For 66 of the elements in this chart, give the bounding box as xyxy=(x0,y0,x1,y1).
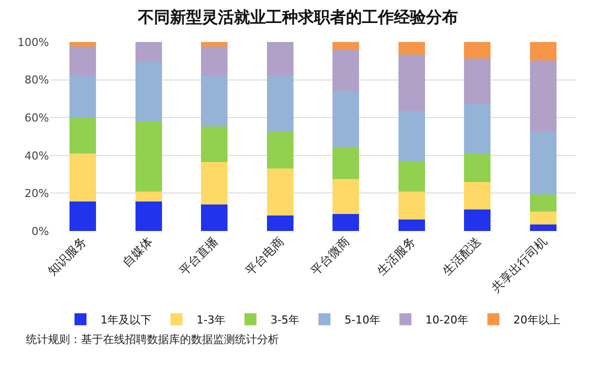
bar xyxy=(70,153,96,202)
x-tick-label: 自媒体 xyxy=(120,234,155,270)
bar xyxy=(201,42,228,47)
y-tick-label: 100% xyxy=(18,36,49,49)
bar xyxy=(201,204,228,231)
bar xyxy=(135,61,162,122)
bar xyxy=(530,42,556,60)
bar xyxy=(266,168,294,216)
bar xyxy=(530,224,556,231)
chart-title: 不同新型灵活就业工种求职者的工作经验分布 xyxy=(137,8,458,27)
bar xyxy=(332,42,360,50)
bar xyxy=(464,42,491,58)
y-tick-label: 60% xyxy=(24,111,49,124)
bar xyxy=(464,104,491,154)
bar xyxy=(464,210,491,231)
bar xyxy=(201,46,228,76)
bar xyxy=(464,58,491,104)
bar xyxy=(398,111,425,162)
bar xyxy=(464,154,491,182)
bar xyxy=(398,191,425,220)
bar xyxy=(135,191,162,202)
bar xyxy=(266,216,294,231)
bar xyxy=(332,147,360,180)
bar xyxy=(332,214,360,231)
legend-label: 3-5年 xyxy=(270,314,300,326)
bar xyxy=(332,50,360,91)
bar xyxy=(332,179,360,214)
y-tick-label: 20% xyxy=(24,187,49,200)
bar xyxy=(135,42,162,62)
bar xyxy=(201,75,228,126)
legend-label: 20年以上 xyxy=(513,314,560,326)
legend-label: 5-10年 xyxy=(344,314,380,326)
y-tick-label: 80% xyxy=(24,74,49,87)
bar xyxy=(332,90,360,148)
bar xyxy=(464,182,491,210)
bar xyxy=(70,202,96,231)
legend-label: 1年及以下 xyxy=(100,314,152,326)
bar xyxy=(70,46,96,76)
legend-label: 10-20年 xyxy=(425,314,468,326)
bar xyxy=(530,132,556,195)
bar xyxy=(135,202,162,231)
legend-label: 1-3年 xyxy=(196,314,226,326)
x-tick-label: 共享出行司机 xyxy=(488,234,550,296)
x-tick-label: 生活配送 xyxy=(440,234,484,278)
text: 统计规则：基于在线招聘数据库的数据监测统计分析 xyxy=(26,333,279,346)
bar xyxy=(398,161,425,192)
bar xyxy=(70,42,96,47)
bar xyxy=(266,132,294,168)
bar xyxy=(398,42,425,55)
x-tick-label: 平台直播 xyxy=(176,234,221,278)
bar xyxy=(70,118,96,154)
bar xyxy=(70,75,96,118)
bar xyxy=(530,60,556,132)
bar xyxy=(398,219,425,231)
y-tick-label: 40% xyxy=(24,149,49,162)
bar xyxy=(201,162,228,205)
bar xyxy=(530,212,556,224)
x-tick-label: 平台微商 xyxy=(308,234,352,278)
bar xyxy=(201,126,228,162)
bar xyxy=(266,75,294,132)
bar xyxy=(530,194,556,212)
bar xyxy=(398,54,425,112)
bar xyxy=(266,42,294,76)
bar xyxy=(135,121,162,192)
x-tick-label: 生活服务 xyxy=(374,234,418,278)
x-tick-label: 平台电商 xyxy=(242,234,286,278)
